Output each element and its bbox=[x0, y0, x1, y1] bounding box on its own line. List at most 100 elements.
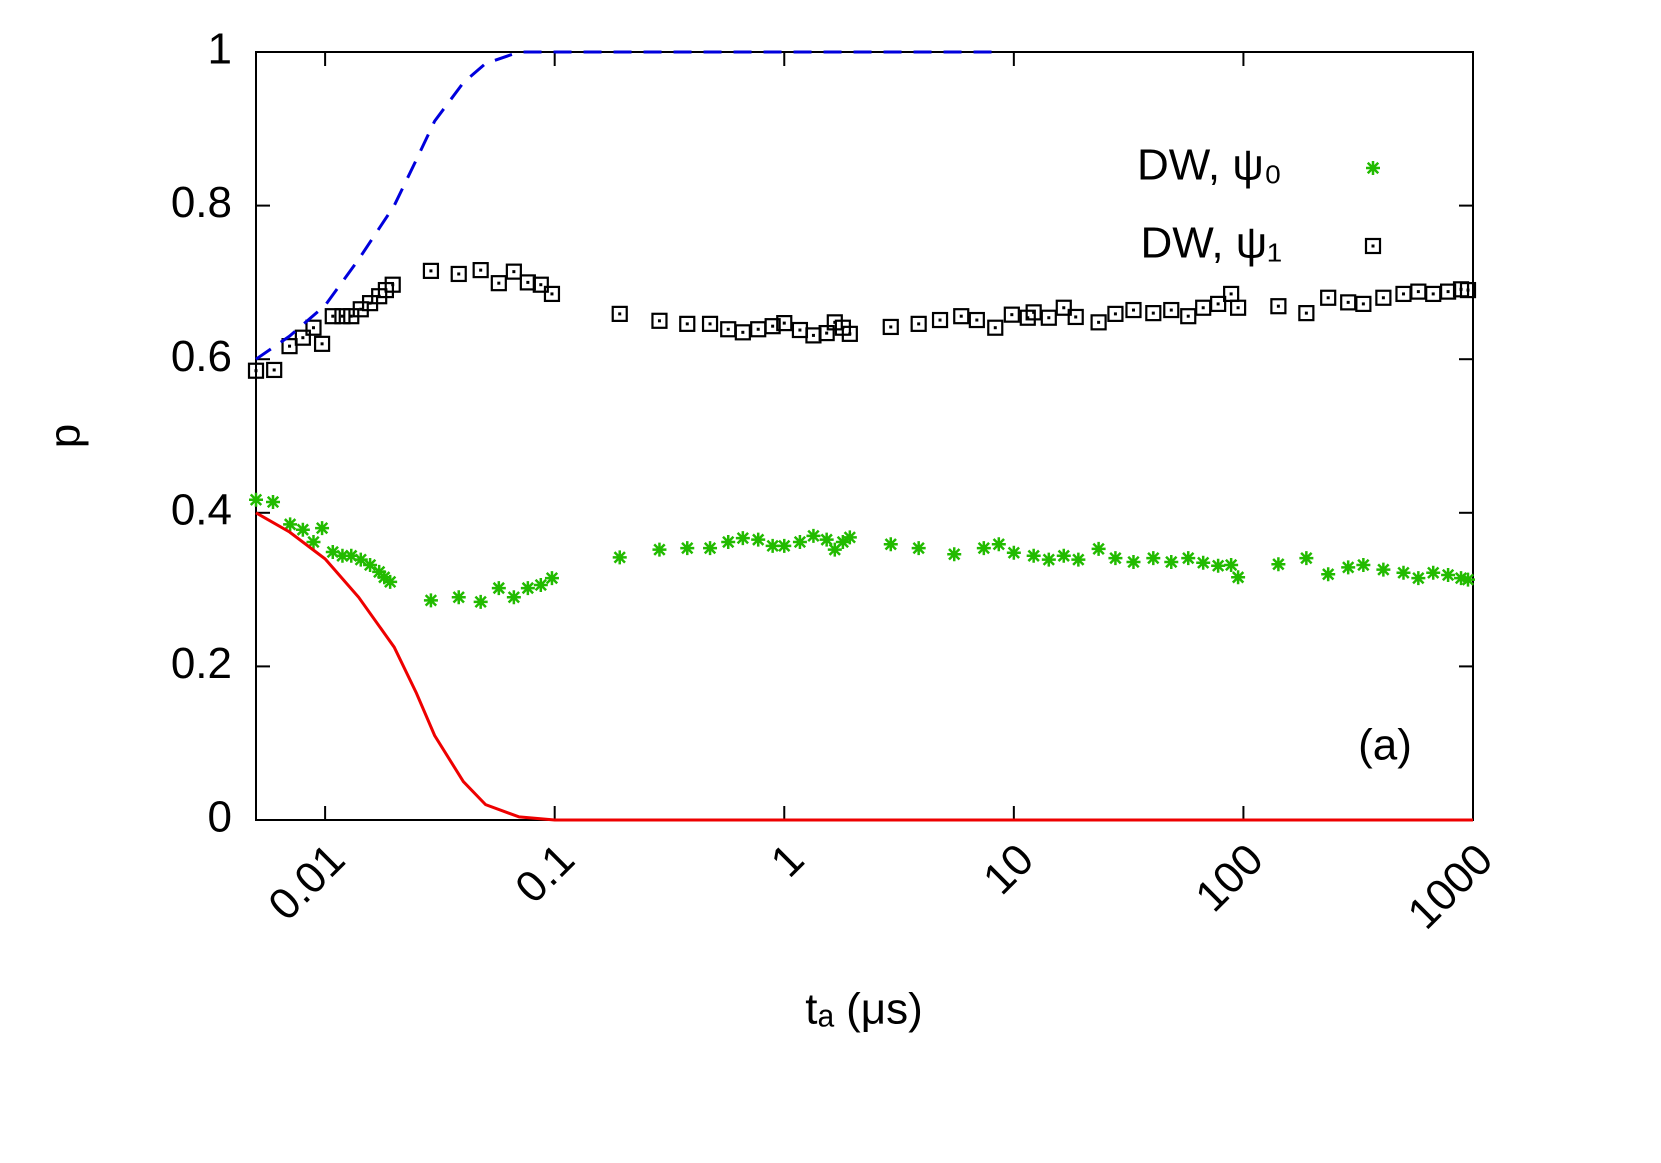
data-point bbox=[1211, 558, 1226, 573]
marker-shape bbox=[1003, 306, 1020, 323]
data-point bbox=[750, 321, 767, 338]
marker-shape bbox=[334, 308, 351, 325]
marker-dot bbox=[272, 368, 276, 372]
marker-shape bbox=[543, 285, 561, 303]
marker-dot bbox=[368, 301, 372, 305]
data-point bbox=[1375, 289, 1392, 306]
marker-shape bbox=[1025, 304, 1042, 321]
marker-shape bbox=[835, 534, 850, 549]
marker-shape bbox=[953, 308, 970, 325]
marker-shape bbox=[1006, 545, 1021, 560]
marker-shape bbox=[344, 548, 359, 563]
marker-dot bbox=[685, 322, 689, 326]
marker-dot bbox=[657, 319, 661, 323]
data-point bbox=[283, 517, 298, 532]
data-point bbox=[612, 550, 627, 565]
marker-shape bbox=[383, 574, 398, 589]
data-point bbox=[911, 541, 926, 556]
marker-dot bbox=[539, 283, 543, 287]
data-point bbox=[450, 265, 467, 283]
data-point bbox=[324, 308, 341, 325]
marker-dot bbox=[798, 328, 802, 332]
marker-shape bbox=[651, 312, 668, 329]
marker-shape bbox=[679, 315, 696, 332]
marker-shape bbox=[490, 275, 507, 292]
marker-shape bbox=[1146, 551, 1161, 566]
marker-shape bbox=[1376, 562, 1391, 577]
marker-dot bbox=[288, 344, 292, 348]
marker-dot bbox=[1047, 316, 1051, 320]
marker-shape bbox=[1108, 551, 1123, 566]
y-tick-label: 1 bbox=[208, 25, 232, 74]
data-point bbox=[334, 308, 351, 325]
data-point bbox=[1340, 294, 1357, 311]
data-point bbox=[1460, 572, 1475, 587]
marker-shape bbox=[806, 528, 821, 543]
data-point bbox=[805, 327, 822, 344]
marker-dot bbox=[1074, 315, 1078, 319]
marker-shape bbox=[776, 315, 793, 332]
marker-shape bbox=[451, 590, 466, 605]
data-point bbox=[1410, 283, 1427, 300]
data-point bbox=[987, 319, 1004, 336]
marker-dot bbox=[311, 326, 315, 330]
marker-shape bbox=[1056, 548, 1071, 563]
marker-dot bbox=[391, 283, 395, 287]
marker-shape bbox=[827, 542, 842, 557]
marker-shape bbox=[1460, 572, 1475, 587]
marker-dot bbox=[1416, 290, 1420, 294]
data-point bbox=[1146, 551, 1161, 566]
data-point bbox=[679, 315, 696, 332]
annotation: (a) bbox=[1358, 721, 1412, 770]
marker-dot bbox=[741, 330, 745, 334]
marker-shape bbox=[652, 542, 667, 557]
marker-shape bbox=[1459, 281, 1477, 299]
marker-dot bbox=[1113, 312, 1117, 316]
data-point bbox=[1210, 295, 1227, 313]
data-point bbox=[1145, 305, 1162, 322]
legend-marker bbox=[1366, 161, 1380, 175]
data-point bbox=[734, 324, 751, 341]
marker-shape bbox=[1229, 299, 1247, 316]
data-point bbox=[1224, 558, 1239, 573]
data-point bbox=[701, 315, 719, 332]
marker-shape bbox=[987, 319, 1004, 336]
marker-shape bbox=[1196, 555, 1211, 570]
marker-shape bbox=[1231, 570, 1246, 585]
data-point bbox=[266, 495, 281, 510]
y-tick-label: 0.4 bbox=[171, 485, 232, 534]
data-point bbox=[472, 262, 489, 279]
data-point bbox=[735, 531, 750, 546]
y-tick-label: 0.2 bbox=[171, 639, 232, 688]
data-point bbox=[325, 544, 340, 559]
marker-dot bbox=[1201, 306, 1205, 310]
data-point bbox=[953, 308, 970, 325]
marker-shape bbox=[472, 262, 489, 279]
marker-dot bbox=[1186, 314, 1190, 318]
marker-dot bbox=[340, 314, 344, 318]
data-point bbox=[651, 312, 668, 329]
marker-shape bbox=[1341, 560, 1356, 575]
marker-shape bbox=[1125, 301, 1142, 319]
marker-dot bbox=[331, 314, 335, 318]
data-point bbox=[1299, 551, 1314, 566]
marker-shape bbox=[1107, 305, 1124, 322]
marker-shape bbox=[819, 532, 834, 547]
marker-dot bbox=[1026, 316, 1030, 320]
marker-shape bbox=[1180, 308, 1197, 325]
x-tick-label: 100 bbox=[1186, 835, 1273, 922]
y-tick-label: 0.6 bbox=[171, 332, 232, 381]
data-point bbox=[313, 335, 331, 352]
marker-shape bbox=[1164, 554, 1179, 569]
marker-shape bbox=[842, 530, 857, 545]
marker-shape bbox=[1271, 557, 1286, 572]
data-point bbox=[776, 315, 793, 332]
data-point bbox=[1126, 554, 1141, 569]
marker-shape bbox=[735, 531, 750, 546]
marker-shape bbox=[1320, 289, 1337, 306]
marker-shape bbox=[792, 534, 807, 549]
marker-dot bbox=[1032, 310, 1036, 314]
data-point bbox=[1108, 551, 1123, 566]
marker-shape bbox=[266, 495, 281, 510]
data-point bbox=[1441, 568, 1456, 583]
